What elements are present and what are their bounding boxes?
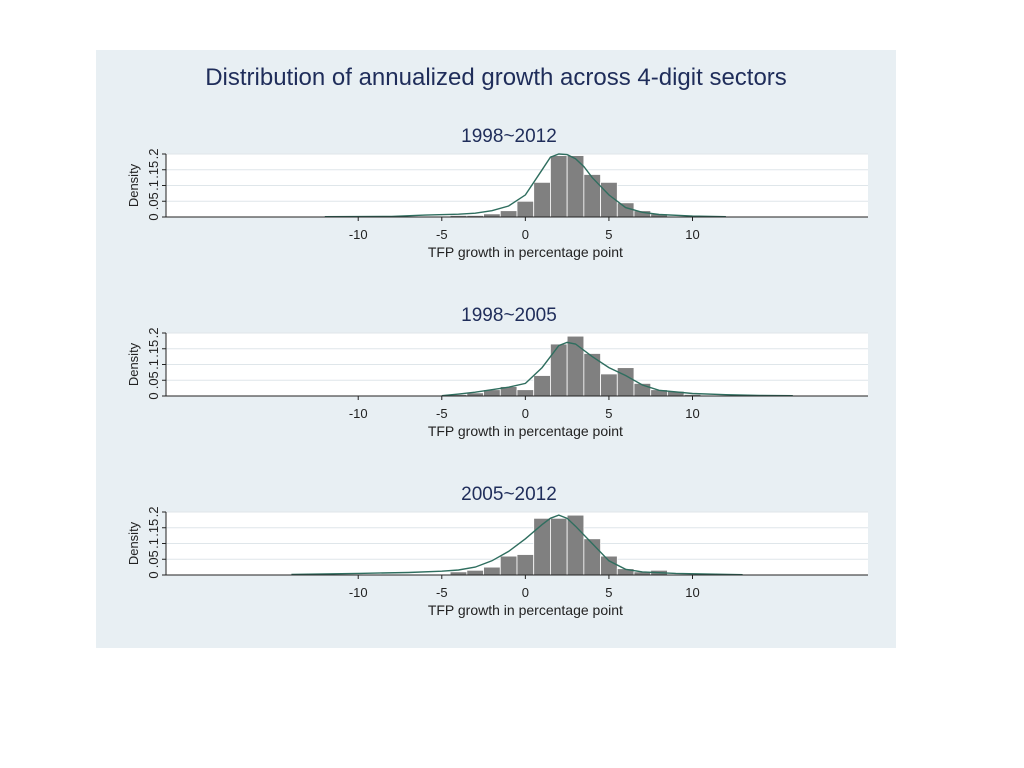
x-tick-label: 0 (522, 406, 529, 421)
histogram-bar (550, 343, 568, 397)
histogram-bar (533, 517, 551, 576)
x-axis-label: TFP growth in percentage point (428, 423, 623, 439)
histogram-bar (533, 181, 551, 218)
histogram-bar (550, 155, 568, 218)
histogram-bar (483, 566, 501, 576)
y-tick-label: .05 (146, 550, 161, 568)
histogram-panel-1: 1998~2012 0 .05.1.15.2 Density -10 -5 0 5 10 TFP … (126, 126, 868, 260)
x-tick-label: 5 (605, 585, 612, 600)
histogram-bar (600, 555, 618, 576)
x-tick-label: -5 (436, 585, 448, 600)
y-tick-label: .05 (146, 371, 161, 389)
histogram-bar (466, 569, 484, 576)
x-tick-label: -10 (349, 227, 368, 242)
x-axis-label: TFP growth in percentage point (428, 602, 623, 618)
x-tick-label: -10 (349, 406, 368, 421)
y-tick-label: .2 (146, 507, 161, 518)
histogram-bar (583, 174, 601, 218)
x-tick-label: -5 (436, 406, 448, 421)
y-tick-label: 0 (146, 571, 161, 578)
histogram-bar (600, 373, 618, 397)
x-tick-label: -5 (436, 227, 448, 242)
kde-line (324, 153, 726, 218)
y-tick-label: 0 (146, 213, 161, 220)
x-axis-label: TFP growth in percentage point (428, 244, 623, 260)
x-tick-label: 5 (605, 227, 612, 242)
y-tick-label: .2 (146, 328, 161, 339)
figure-panel: Distribution of annualized growth across… (96, 50, 896, 648)
kde-line (441, 341, 793, 397)
y-tick-label: .1 (146, 180, 161, 191)
histogram-panel-2: 1998~2005 0 .05.1.15.2 Density -10 -5 0 5 10 TFP … (126, 305, 868, 439)
x-tick-label: 0 (522, 585, 529, 600)
y-tick-label: .1 (146, 359, 161, 370)
x-tick-label: 10 (685, 585, 699, 600)
x-tick-label: 10 (685, 227, 699, 242)
histogram-bar (616, 367, 635, 397)
y-tick-label: .05 (146, 192, 161, 210)
y-tick-label: .15 (146, 519, 161, 537)
kde-line (291, 514, 743, 576)
y-tick-label: .15 (146, 161, 161, 179)
histogram-bar (499, 555, 518, 576)
x-tick-label: -10 (349, 585, 368, 600)
panel-title: 1998~2012 (461, 126, 557, 147)
panel-title: 1998~2005 (461, 305, 557, 326)
x-tick-label: 5 (605, 406, 612, 421)
panel-title: 2005~2012 (461, 484, 557, 505)
y-tick-label: .1 (146, 538, 161, 549)
y-tick-label: 0 (146, 392, 161, 399)
x-tick-label: 0 (522, 227, 529, 242)
histogram-bar (516, 554, 535, 576)
histogram-bar (566, 514, 585, 576)
y-axis-label: Density (126, 163, 141, 207)
histogram-bar (566, 335, 585, 397)
histogram-bar (550, 517, 568, 576)
y-axis-label: Density (126, 342, 141, 386)
figure-title: Distribution of annualized growth across… (205, 64, 787, 91)
histogram-panel-3: 2005~2012 0 .05.1.15.2 Density -10 -5 0 5 10 TFP … (126, 484, 868, 618)
y-axis-label: Density (126, 521, 141, 565)
x-tick-label: 10 (685, 406, 699, 421)
histogram-bar (516, 200, 535, 218)
histogram-bar (533, 375, 551, 397)
histogram-bar (499, 210, 518, 218)
y-tick-label: .15 (146, 340, 161, 358)
histogram-bar (516, 389, 535, 397)
y-tick-label: .2 (146, 149, 161, 160)
